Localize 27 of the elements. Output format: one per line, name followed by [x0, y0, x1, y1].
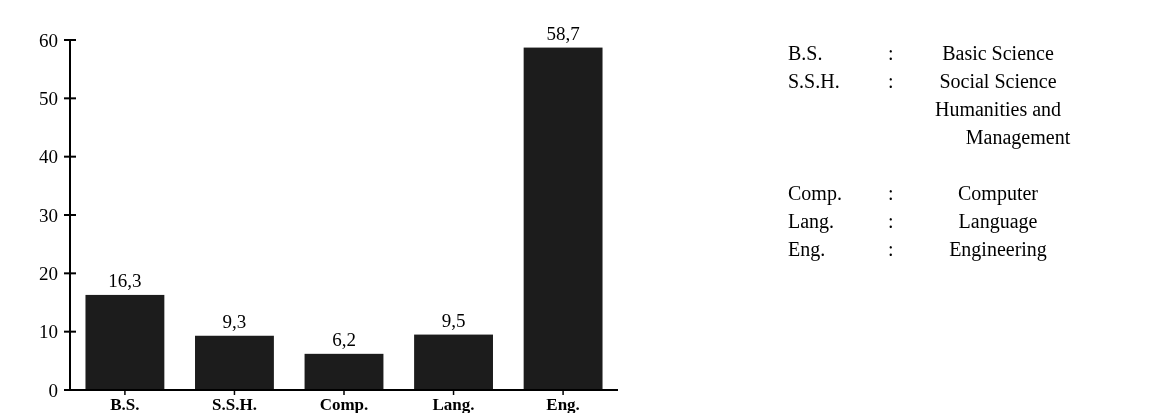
- y-tick-label: 30: [39, 204, 58, 226]
- data-label: 16,3: [108, 269, 142, 291]
- y-tick-label: 10: [39, 321, 58, 343]
- x-tick-label: Comp.: [319, 395, 369, 413]
- text: Eng. : Engineering: [788, 238, 1047, 260]
- x-tick-label: Lang.: [432, 395, 475, 413]
- y-tick-label: 50: [39, 87, 58, 109]
- text: B.S. : Basic Science: [788, 42, 1054, 64]
- bar: [195, 335, 274, 390]
- y-tick-label: 60: [39, 29, 58, 51]
- x-tick-label: Eng.: [546, 395, 580, 413]
- y-tick-label: 0: [48, 379, 58, 401]
- bar: [523, 47, 603, 390]
- data-label: 58,7: [546, 22, 580, 44]
- bar: [85, 294, 165, 390]
- data-label: 9,3: [222, 310, 247, 332]
- data-label: 6,2: [332, 328, 356, 350]
- data-label: 9,5: [441, 309, 466, 331]
- text: S.S.H. : Social Science Humanities and Management: [788, 70, 1071, 148]
- y-tick-label: 40: [39, 146, 58, 168]
- y-tick-label: 20: [39, 262, 58, 284]
- text: Comp. : Computer: [788, 182, 1038, 204]
- text: Lang. : Language: [788, 210, 1038, 232]
- x-tick-label: S.S.H.: [212, 395, 257, 413]
- bar: [414, 334, 493, 390]
- x-tick-label: B.S.: [110, 395, 140, 413]
- bar: [304, 353, 384, 390]
